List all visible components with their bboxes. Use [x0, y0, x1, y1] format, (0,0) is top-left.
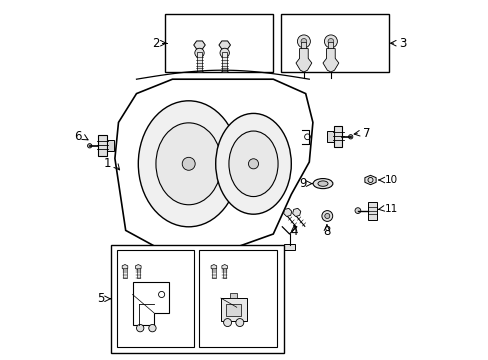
Text: 6: 6 [74, 130, 81, 143]
Text: 11: 11 [384, 204, 397, 214]
Bar [212, 268, 215, 279]
Circle shape [148, 324, 156, 332]
Bar [223, 268, 226, 279]
Circle shape [235, 319, 244, 327]
Circle shape [348, 135, 352, 139]
Ellipse shape [228, 131, 278, 197]
Bar [165, 14, 273, 72]
Polygon shape [222, 265, 227, 270]
Text: 3: 3 [399, 37, 406, 50]
Polygon shape [135, 265, 141, 270]
Bar [222, 52, 227, 72]
Polygon shape [364, 175, 375, 185]
Text: 2: 2 [152, 37, 160, 50]
Ellipse shape [156, 123, 221, 205]
Circle shape [248, 159, 258, 169]
Circle shape [297, 35, 310, 48]
Polygon shape [292, 208, 300, 216]
Bar [137, 268, 140, 279]
Bar [111, 245, 284, 353]
Polygon shape [322, 49, 338, 72]
Polygon shape [295, 49, 311, 72]
Bar [117, 250, 194, 347]
Text: 10: 10 [384, 175, 397, 185]
Bar [367, 202, 376, 220]
Bar [98, 135, 106, 156]
Circle shape [324, 213, 329, 219]
Circle shape [220, 48, 229, 58]
Bar [123, 268, 126, 279]
Circle shape [321, 211, 332, 221]
Polygon shape [211, 265, 216, 270]
Circle shape [301, 39, 306, 44]
Bar [284, 244, 294, 250]
Text: 7: 7 [362, 127, 369, 140]
Polygon shape [219, 41, 230, 49]
Ellipse shape [312, 179, 332, 189]
Circle shape [87, 144, 92, 148]
Circle shape [327, 39, 333, 44]
Circle shape [136, 324, 143, 332]
Bar [280, 14, 387, 72]
Bar [221, 298, 246, 321]
Circle shape [182, 157, 195, 170]
Ellipse shape [138, 101, 239, 227]
Bar [326, 131, 333, 142]
Circle shape [354, 208, 360, 213]
Text: 5: 5 [97, 292, 104, 305]
Polygon shape [283, 208, 291, 216]
Text: 4: 4 [290, 225, 297, 238]
Ellipse shape [317, 181, 327, 186]
Bar [199, 250, 276, 347]
Ellipse shape [215, 113, 291, 214]
Circle shape [223, 319, 231, 327]
Bar [229, 293, 237, 298]
Bar [197, 52, 202, 72]
Bar [333, 126, 342, 147]
Bar [106, 140, 114, 151]
Text: 9: 9 [298, 177, 306, 190]
Bar [301, 42, 306, 49]
Polygon shape [193, 41, 205, 49]
Polygon shape [122, 265, 127, 270]
Text: 8: 8 [322, 225, 329, 238]
Circle shape [194, 48, 204, 58]
Text: 1: 1 [103, 157, 111, 170]
Circle shape [324, 35, 337, 48]
Bar [225, 304, 241, 316]
Bar [328, 42, 333, 49]
